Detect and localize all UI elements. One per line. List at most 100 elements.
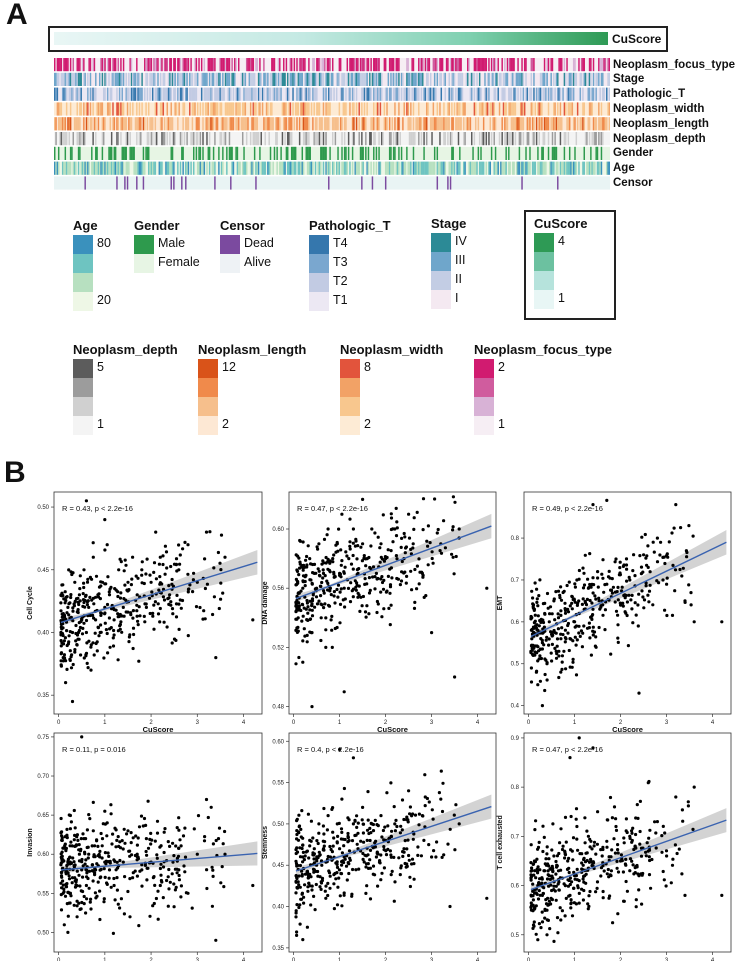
data-point [367,612,371,616]
track-cell [166,58,168,72]
track-cell [149,87,151,101]
track-cell [293,117,296,131]
track-cell [451,146,453,160]
data-point [348,858,352,862]
track-cell [563,58,566,72]
track-cell [408,117,411,131]
track-cell [95,117,97,131]
track-cell [388,58,391,72]
track-cell [231,161,233,175]
track-cell [493,58,495,72]
track-cell [325,72,327,86]
track-cell [447,132,449,146]
data-point [92,616,96,620]
track-cell [108,72,110,86]
track-cell [112,58,114,72]
track-cell [109,146,112,160]
track-cell [343,146,346,160]
data-point [363,610,368,614]
data-point [485,586,489,590]
track-cell [116,117,118,131]
data-point [582,874,586,879]
track-cell [329,146,331,160]
data-point [211,874,215,879]
data-point [637,888,641,892]
track-cell [384,161,387,175]
data-point [179,844,183,848]
data-point [66,914,70,918]
track-cell [57,58,60,72]
track-cell [68,161,71,175]
track-cell [433,87,436,101]
track-cell [580,72,583,86]
data-point [398,831,402,835]
track-cell [590,146,592,160]
track-cell [518,117,521,131]
data-point [214,838,218,843]
data-point [330,614,334,619]
track-cell [541,102,543,116]
data-point [205,886,209,891]
track-censor [54,176,610,190]
data-point [62,887,66,891]
track-cell [316,58,318,72]
track-cell [422,58,424,72]
track-cell [243,102,245,116]
track-cell [608,72,610,86]
track-cell [411,72,413,86]
track-cell [465,72,468,86]
data-point [82,656,86,660]
track-cell [208,58,211,72]
track-cell [398,161,400,175]
data-point [426,524,430,528]
data-point [589,615,593,619]
data-point [624,563,629,567]
data-point [223,829,227,834]
data-point [153,883,157,888]
track-cell [371,176,374,190]
x-axis-label: CuScore [377,725,408,734]
data-point [591,607,595,611]
data-point [556,589,561,593]
legend-title: Pathologic_T [309,218,391,233]
data-point [453,848,457,852]
track-cell [227,87,229,101]
track-cell [83,161,85,175]
track-cell [215,72,217,86]
data-point [582,571,586,575]
data-point [140,581,144,585]
track-cell [559,102,562,116]
data-point [560,909,565,913]
data-point [389,873,393,877]
track-cell [608,102,610,116]
track-cell [378,146,380,160]
track-cell [73,72,76,86]
track-cell [488,72,490,86]
data-point [327,871,332,875]
correlation-annotation: R = 0.47, p < 2.2e-16 [297,504,368,513]
track-cell [247,87,249,101]
data-point [177,846,181,851]
track-cell [498,132,501,146]
data-point [221,591,225,595]
y-axis-label: Stemness [262,826,269,859]
track-cell [568,87,571,101]
data-point [686,804,691,808]
track-cell [449,176,452,190]
data-point [536,897,541,901]
track-cell [482,58,485,72]
track-cell [117,132,120,146]
data-point [163,572,167,576]
track-cell [208,146,211,160]
data-point [319,638,323,643]
data-point [407,512,411,516]
track-cell [314,87,317,101]
track-cell [267,72,269,86]
data-point [303,579,307,584]
data-point [59,855,63,859]
track-cell [591,102,593,116]
track-cell [373,58,375,72]
track-cell [186,72,188,86]
data-point [582,624,586,628]
track-cell [72,58,74,72]
